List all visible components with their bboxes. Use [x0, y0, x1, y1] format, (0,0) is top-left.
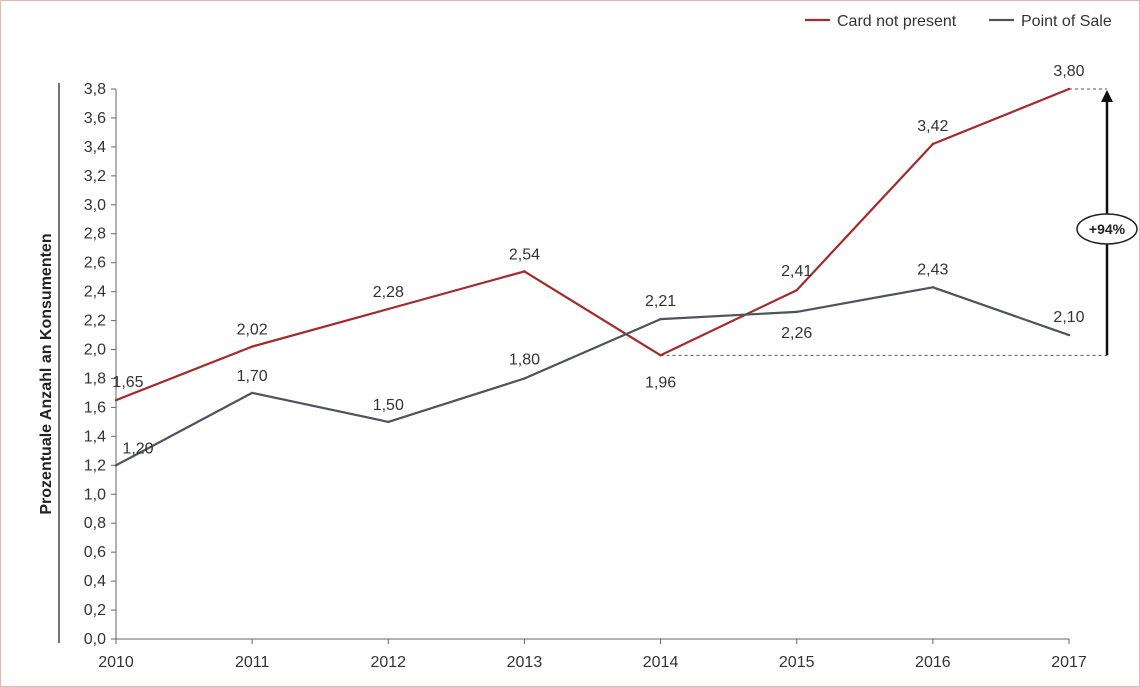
y-tick-label: 1,0 — [84, 486, 106, 503]
y-tick-label: 2,0 — [84, 342, 106, 359]
series-0-point — [1067, 87, 1071, 91]
data-label: 1,80 — [509, 351, 540, 368]
series-1-point — [250, 391, 254, 395]
annotation-bubble — [1076, 213, 1138, 245]
data-label: 2,28 — [373, 284, 404, 301]
axes: 0,0 0,2 0,4 0,6 0,8 1,0 1,2 1,4 1,6 1,8 2,0 2,2 2,4 2… — [58, 81, 1087, 671]
y-tick-label: 3,8 — [84, 81, 106, 98]
y-tick-label: 0,2 — [84, 602, 106, 619]
series-0-point — [931, 142, 935, 146]
y-axis-label: Prozentuale Anzahl an Konsumenten — [38, 233, 55, 514]
series-1-point — [931, 286, 935, 289]
series-0-point — [250, 345, 254, 348]
series-line-1 — [115, 286, 1070, 467]
series-0-point — [523, 270, 526, 273]
x-tick-label: 2013 — [507, 654, 543, 671]
series-0-point — [795, 288, 798, 292]
annotation-label: +94% — [1089, 221, 1126, 237]
x-tick-label: 2016 — [915, 654, 951, 671]
data-labels: 1,65 2,02 2,28 2,54 1,96 2,41 3,42 3,80 1,20 1,70… — [112, 63, 1084, 457]
y-tick-label: 1,6 — [84, 399, 106, 416]
data-label: 2,02 — [237, 322, 268, 339]
data-label: 3,80 — [1053, 63, 1084, 80]
y-tick-label: 2,8 — [84, 226, 106, 243]
legend: Card not present Point of Sale — [805, 13, 1112, 30]
x-tick-label: 2017 — [1051, 654, 1087, 671]
series-1-point — [659, 317, 662, 321]
data-label: 1,20 — [122, 440, 153, 457]
y-tick-label: 0,6 — [84, 544, 106, 561]
legend-label-1: Point of Sale — [1021, 13, 1112, 30]
y-tick-label: 3,0 — [84, 197, 106, 214]
y-tick-label: 3,2 — [84, 168, 106, 185]
x-tick-label: 2012 — [370, 654, 406, 671]
y-tick-label: 2,4 — [84, 284, 106, 301]
y-tick-label: 3,4 — [84, 139, 106, 156]
y-tick-label: 0,8 — [84, 515, 106, 532]
series-lines — [114, 87, 1071, 467]
data-label: 1,96 — [645, 374, 676, 391]
data-label: 1,70 — [237, 368, 268, 385]
series-line-0 — [115, 87, 1070, 402]
annotation-arrowhead — [1101, 90, 1113, 102]
series-1-point — [523, 377, 526, 380]
data-label: 2,43 — [917, 261, 948, 278]
x-tick-label: 2010 — [98, 654, 134, 671]
series-1-point — [795, 310, 798, 314]
y-tick-label: 1,8 — [84, 370, 106, 387]
legend-label-0: Card not present — [837, 13, 957, 30]
x-tick-label: 2014 — [643, 654, 679, 671]
data-label: 2,41 — [781, 263, 812, 280]
data-label: 2,21 — [645, 293, 676, 310]
growth-annotation: +94% — [660, 88, 1138, 356]
data-label: 2,54 — [509, 246, 540, 263]
series-1-point — [1067, 333, 1071, 337]
x-tick-label: 2011 — [235, 654, 270, 671]
data-label: 3,42 — [917, 118, 948, 135]
data-label: 2,26 — [781, 325, 812, 342]
y-tick-label: 1,4 — [84, 428, 106, 445]
y-tick-label: 2,2 — [84, 313, 106, 330]
x-tick-label: 2015 — [779, 654, 815, 671]
series-1-point — [114, 464, 118, 467]
y-tick-label: 3,6 — [84, 110, 106, 127]
y-tick-label: 0,4 — [84, 573, 106, 590]
series-0-point — [659, 354, 662, 357]
series-1-point — [387, 420, 390, 424]
data-label: 1,50 — [373, 397, 404, 414]
y-tick-label: 0,0 — [84, 631, 106, 648]
series-0-point — [114, 398, 118, 402]
series-0-point — [387, 307, 390, 311]
data-label: 2,10 — [1053, 309, 1084, 326]
data-label: 1,65 — [112, 374, 143, 391]
y-tick-label: 1,2 — [84, 457, 106, 474]
y-tick-label: 2,6 — [84, 255, 106, 272]
